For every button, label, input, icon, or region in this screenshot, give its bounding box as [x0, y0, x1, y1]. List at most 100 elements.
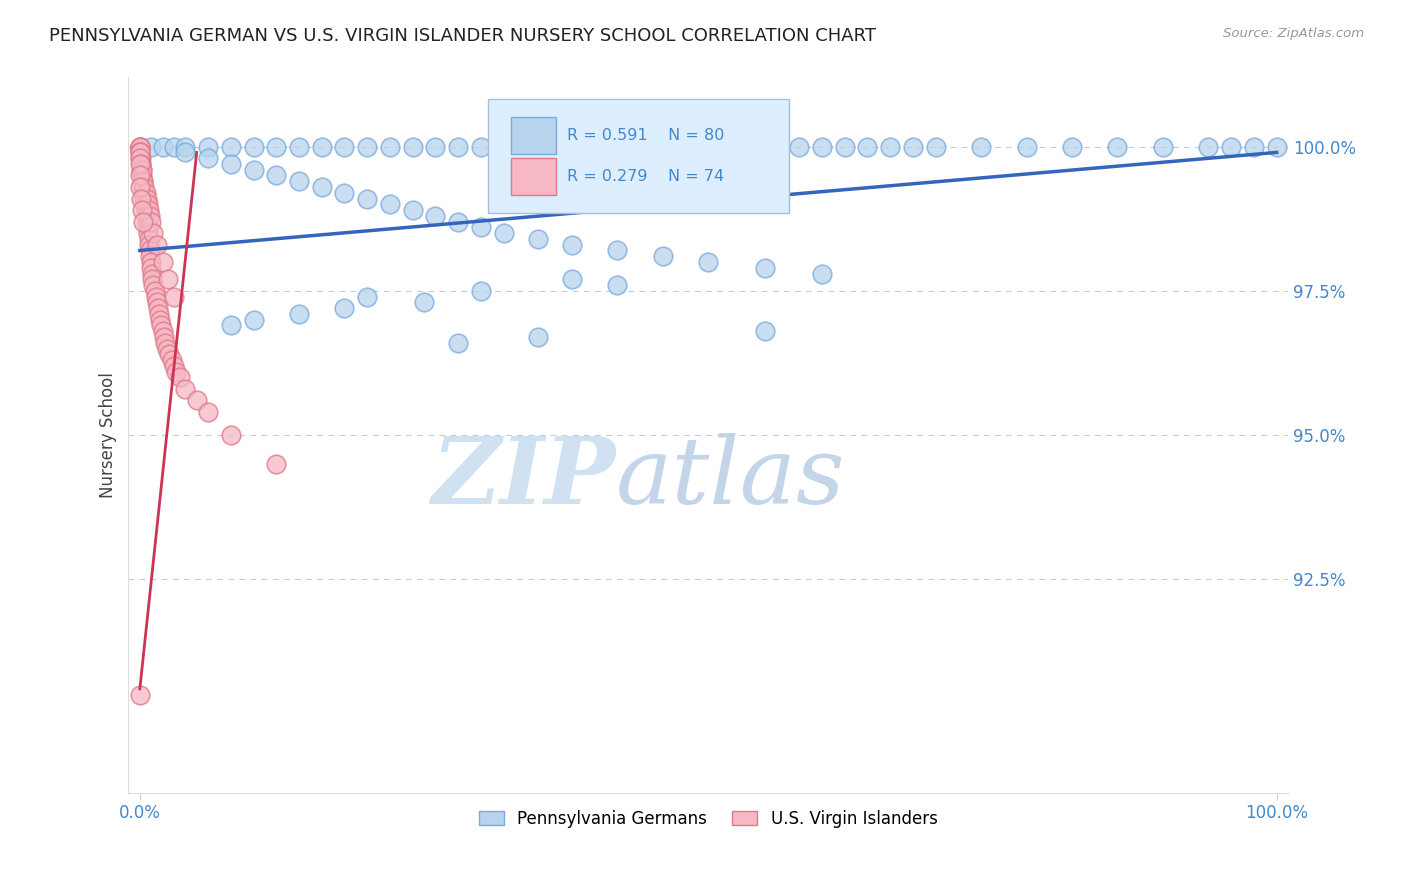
Text: R = 0.591    N = 80: R = 0.591 N = 80 — [567, 128, 724, 143]
Point — [139, 249, 162, 263]
Point — [186, 393, 208, 408]
Point — [834, 139, 856, 153]
Point — [675, 139, 697, 153]
Point — [128, 688, 150, 702]
Point — [128, 145, 150, 160]
Point — [131, 162, 153, 177]
FancyBboxPatch shape — [488, 99, 789, 213]
FancyBboxPatch shape — [512, 117, 557, 154]
Point — [311, 139, 333, 153]
Point — [128, 139, 150, 153]
Point — [141, 267, 163, 281]
Point — [425, 139, 447, 153]
Point — [811, 267, 834, 281]
Point — [129, 151, 152, 165]
Point — [156, 342, 179, 356]
Point — [402, 139, 425, 153]
Point — [1015, 139, 1038, 153]
Point — [333, 139, 356, 153]
Point — [174, 382, 197, 396]
Point — [139, 209, 162, 223]
Point — [697, 255, 720, 269]
Point — [142, 226, 165, 240]
Point — [1060, 139, 1083, 153]
Point — [131, 169, 153, 183]
Point — [264, 139, 287, 153]
Point — [152, 330, 174, 344]
Point — [526, 232, 548, 246]
Point — [561, 237, 583, 252]
Point — [754, 260, 776, 275]
Point — [136, 220, 159, 235]
Point — [901, 139, 924, 153]
Point — [242, 162, 264, 177]
Point — [492, 139, 515, 153]
Point — [356, 192, 378, 206]
Point — [219, 157, 242, 171]
Point — [134, 180, 156, 194]
Point — [538, 139, 561, 153]
Point — [152, 324, 174, 338]
Point — [165, 365, 187, 379]
Point — [1107, 139, 1129, 153]
Point — [163, 139, 186, 153]
Point — [145, 290, 167, 304]
Point — [197, 151, 219, 165]
Point — [219, 139, 242, 153]
Point — [606, 278, 628, 293]
Point — [1152, 139, 1174, 153]
Point — [242, 139, 264, 153]
Point — [526, 330, 548, 344]
Point — [561, 139, 583, 153]
Point — [157, 272, 180, 286]
Point — [219, 428, 242, 442]
Point — [264, 169, 287, 183]
Point — [132, 180, 155, 194]
Point — [128, 145, 150, 160]
Point — [333, 301, 356, 315]
Point — [378, 139, 401, 153]
Point — [174, 145, 197, 160]
Point — [146, 295, 169, 310]
Point — [606, 244, 628, 258]
Point — [470, 220, 492, 235]
Point — [129, 157, 152, 171]
Point — [288, 307, 311, 321]
Point — [651, 139, 673, 153]
Point — [561, 272, 583, 286]
Point — [356, 290, 378, 304]
Point — [135, 203, 157, 218]
Point — [129, 162, 152, 177]
Point — [333, 186, 356, 200]
Point — [129, 192, 152, 206]
Point — [146, 237, 169, 252]
Point — [197, 139, 219, 153]
Point — [413, 295, 436, 310]
Point — [169, 370, 191, 384]
Point — [128, 157, 150, 171]
Point — [697, 139, 720, 153]
Point — [138, 232, 160, 246]
Point — [378, 197, 401, 211]
Point — [141, 260, 163, 275]
Point — [720, 139, 742, 153]
Point — [136, 197, 159, 211]
Point — [447, 214, 470, 228]
Point — [141, 272, 163, 286]
Point — [879, 139, 901, 153]
Point — [128, 139, 150, 153]
Point — [628, 139, 651, 153]
Point — [128, 151, 150, 165]
Point — [141, 255, 163, 269]
Point — [135, 186, 157, 200]
Point — [135, 209, 157, 223]
Point — [138, 203, 160, 218]
Point — [754, 324, 776, 338]
Point — [132, 174, 155, 188]
Point — [288, 139, 311, 153]
FancyBboxPatch shape — [512, 158, 557, 194]
Point — [356, 139, 378, 153]
Point — [742, 139, 765, 153]
Point — [148, 307, 170, 321]
Point — [765, 139, 787, 153]
